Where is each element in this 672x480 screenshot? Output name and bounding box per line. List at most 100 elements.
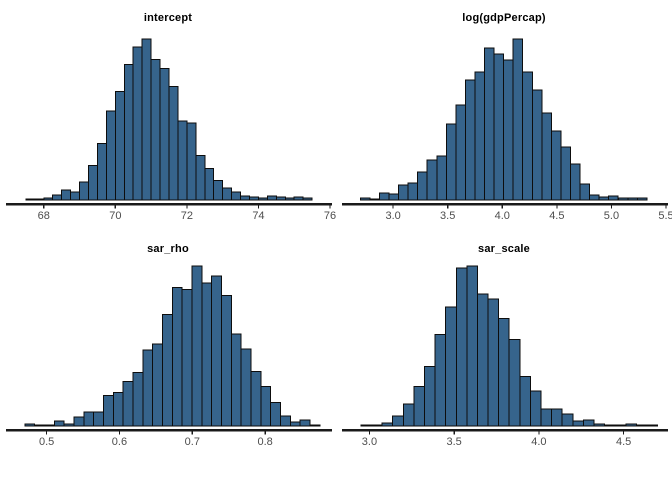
histogram-bar (240, 348, 252, 427)
x-axis-tick-label: 68 (38, 210, 50, 222)
histogram-bar (88, 164, 98, 201)
histogram-bar (284, 197, 295, 201)
histogram-bar (34, 198, 45, 201)
x-axis-tick-label: 72 (181, 210, 193, 222)
histogram-bar (392, 415, 404, 427)
histogram-bar (270, 401, 281, 427)
x-axis-tick-label: 0.5 (39, 436, 54, 448)
histogram-bar (260, 385, 272, 427)
panel-title-sar-scale: sar_scale (478, 243, 530, 255)
histogram-bar (604, 424, 616, 427)
histogram-bar (569, 163, 581, 201)
histogram-bar (582, 419, 595, 427)
histogram-bar (73, 416, 85, 427)
histogram-bar (181, 289, 193, 427)
histogram-bar (141, 38, 152, 201)
histogram-bar (359, 197, 371, 201)
histogram-bar (96, 143, 107, 201)
histogram-bar (402, 403, 415, 427)
histogram-bar (413, 385, 426, 427)
x-axis-line (6, 429, 332, 432)
histogram-bar (388, 193, 400, 201)
histogram-bar (593, 423, 606, 427)
x-axis-tick-label: 74 (252, 210, 264, 222)
histogram-bar (426, 159, 438, 201)
histogram-bar (159, 68, 170, 201)
histogram-bar (522, 71, 533, 201)
histogram-bar (293, 196, 304, 201)
x-axis-tick-label: 4.0 (531, 436, 546, 448)
x-axis-tick-label: 4.5 (549, 210, 564, 222)
histogram-bar (25, 198, 36, 201)
histogram-bar (231, 191, 242, 201)
histogram-bar (407, 182, 419, 201)
histogram-bar (195, 155, 206, 201)
x-axis-tick-label: 3.5 (440, 210, 455, 222)
histogram-bar (508, 339, 521, 427)
histogram-bar (369, 198, 380, 201)
histogram-bar (123, 64, 134, 201)
histogram-bar (529, 390, 542, 427)
histogram-plot-sar-scale: 3.0 3.5 4.0 4.5 (342, 265, 668, 448)
histogram-bar (177, 120, 188, 201)
histogram-bar (436, 155, 447, 201)
histogram-bar (579, 183, 591, 201)
histogram-bar (487, 298, 500, 427)
histogram-bar (608, 195, 619, 201)
histogram-bar (550, 130, 562, 201)
x-axis-tick-label: 0.8 (258, 436, 273, 448)
histogram-bar (43, 197, 54, 201)
histogram-bar (289, 421, 301, 427)
x-axis-tick-label: 3.0 (362, 436, 377, 448)
histogram-bar (61, 189, 72, 201)
histogram-bar (249, 196, 259, 201)
x-axis-tick-label: 5.5 (658, 210, 672, 222)
histogram-plot-intercept: 68 70 72 74 76 (6, 38, 336, 222)
histogram-bar (63, 423, 75, 427)
histogram-bar (378, 192, 390, 201)
histogram-bar (299, 419, 311, 427)
histogram-bar (498, 318, 510, 427)
histogram-bar (398, 184, 409, 201)
histogram-bar (213, 179, 224, 201)
histogram-bar (105, 110, 116, 201)
histogram-bar (466, 265, 478, 427)
histogram-bar (83, 411, 95, 427)
x-axis-tick-label: 3.0 (385, 210, 400, 222)
x-axis-tick-label: 0.7 (185, 436, 200, 448)
panel-sar-scale: 3.0 3.5 4.0 4.5 sar_scale (336, 240, 672, 480)
histogram-bar (257, 197, 268, 201)
histogram-plot-log-gdppercap: 3.0 3.5 4.0 4.5 5.0 5.5 (342, 38, 672, 222)
histogram-plot-sar-rho: 0.5 0.6 0.7 0.8 (6, 265, 332, 448)
histogram-bar (445, 306, 457, 427)
histogram-bar (503, 59, 514, 201)
histogram-bar (493, 53, 505, 201)
histogram-bar (240, 195, 250, 201)
histogram-bar (540, 408, 553, 427)
histogram-bar (476, 293, 489, 427)
histogram-bar (122, 381, 134, 427)
x-axis-tick-label: 4.5 (616, 436, 631, 448)
histogram-bar (646, 424, 659, 427)
histogram-bar (636, 197, 648, 201)
x-axis-tick-label: 5.0 (604, 210, 619, 222)
histogram-bar (211, 275, 222, 427)
histogram-bar (222, 187, 233, 201)
x-axis-tick-label: 70 (109, 210, 121, 222)
histogram-bar (434, 334, 447, 427)
histogram-bar (455, 104, 466, 201)
histogram-bar (152, 343, 163, 427)
histogram-bar (617, 197, 629, 201)
histogram-bar (381, 422, 394, 427)
x-axis-line (342, 203, 668, 206)
histogram-bar (551, 408, 563, 427)
panel-title-log-gdppercap: log(gdpPercap) (462, 12, 546, 24)
histogram-bar (24, 423, 36, 427)
histogram-bar (424, 365, 436, 427)
histogram-bar (598, 196, 610, 201)
histogram-bar (142, 349, 154, 427)
histogram-bar (186, 122, 197, 201)
histogram-bar (371, 424, 383, 427)
histogram-bar (572, 420, 584, 427)
histogram-bar (614, 424, 627, 427)
